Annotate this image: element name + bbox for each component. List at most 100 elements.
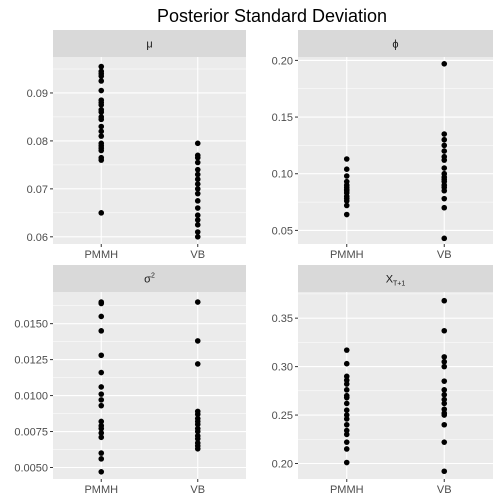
y-tick-label: 0.08: [27, 136, 48, 148]
data-point: [98, 469, 104, 475]
x-tick-label: VB: [190, 484, 205, 496]
data-point: [98, 391, 104, 397]
x-tick-label: PMMH: [330, 484, 364, 496]
x-tick-label: PMMH: [330, 249, 364, 261]
data-point: [441, 196, 447, 202]
data-point: [98, 314, 104, 320]
data-point: [441, 157, 447, 163]
data-point: [98, 384, 104, 390]
data-point: [441, 143, 447, 149]
data-point: [98, 301, 104, 307]
data-point: [98, 157, 104, 163]
y-tick-label: 0.10: [272, 169, 293, 181]
data-point: [344, 401, 350, 407]
data-point: [441, 354, 447, 360]
data-point: [98, 210, 104, 216]
data-point: [344, 439, 350, 445]
data-point: [98, 370, 104, 376]
panel-background: [298, 292, 493, 479]
data-point: [344, 432, 350, 438]
data-point: [98, 129, 104, 135]
facet-label: μ: [146, 39, 152, 51]
data-point: [98, 434, 104, 440]
data-point: [195, 212, 201, 218]
data-point: [441, 387, 447, 393]
data-point: [98, 124, 104, 130]
data-point: [195, 155, 201, 161]
y-tick-label: 0.07: [27, 184, 48, 196]
data-point: [195, 191, 201, 197]
panel-background: [53, 292, 246, 479]
y-tick-label: 0.0100: [14, 391, 48, 403]
data-point: [98, 109, 104, 115]
data-point: [98, 133, 104, 139]
data-point: [98, 352, 104, 358]
data-point: [441, 468, 447, 474]
data-point: [195, 338, 201, 344]
data-point: [344, 347, 350, 353]
data-point: [344, 407, 350, 413]
data-point: [344, 422, 350, 428]
data-point: [195, 181, 201, 187]
data-point: [98, 117, 104, 123]
data-point: [98, 328, 104, 334]
x-tick-label: PMMH: [84, 249, 118, 261]
data-point: [441, 205, 447, 211]
data-point: [195, 229, 201, 235]
y-tick-label: 0.15: [272, 112, 293, 124]
data-point: [195, 176, 201, 182]
y-tick-label: 0.06: [27, 232, 48, 244]
y-tick-label: 0.0050: [14, 462, 48, 474]
data-point: [441, 131, 447, 137]
data-point: [344, 460, 350, 466]
data-point: [344, 416, 350, 422]
y-tick-label: 0.20: [272, 55, 293, 67]
data-point: [98, 88, 104, 94]
y-tick-label: 0.20: [272, 458, 293, 470]
y-tick-label: 0.0125: [14, 355, 48, 367]
data-point: [441, 401, 447, 407]
data-point: [441, 188, 447, 194]
data-point: [441, 378, 447, 384]
data-point: [441, 298, 447, 304]
data-point: [98, 456, 104, 462]
facet-panel: XT+10.200.250.300.35PMMH VB: [272, 265, 493, 496]
chart-title: Posterior Standard Deviation: [157, 6, 387, 26]
data-point: [344, 381, 350, 387]
data-point: [195, 141, 201, 147]
data-point: [98, 450, 104, 456]
data-point: [195, 217, 201, 223]
data-point: [344, 166, 350, 172]
data-point: [344, 446, 350, 452]
data-point: [441, 137, 447, 143]
data-point: [98, 64, 104, 70]
data-point: [98, 102, 104, 108]
data-point: [195, 198, 201, 204]
y-tick-label: 0.0075: [14, 427, 48, 439]
y-tick-label: 0.0150: [14, 319, 48, 331]
x-tick-label: VB: [437, 249, 452, 261]
data-point: [441, 392, 447, 398]
panel-background: [298, 57, 493, 244]
y-tick-label: 0.30: [272, 362, 293, 374]
data-point: [195, 446, 201, 452]
y-tick-label: 0.25: [272, 410, 293, 422]
data-point: [344, 203, 350, 209]
facet-label-superscript: 2: [151, 273, 155, 280]
data-point: [441, 439, 447, 445]
x-tick-label: PMMH: [84, 484, 118, 496]
data-point: [344, 173, 350, 179]
data-point: [195, 222, 201, 228]
y-tick-label: 0.05: [272, 225, 293, 237]
data-point: [441, 364, 447, 370]
facet-panel: μ 0.06 0.07 0.08 0.09 PMMH VB: [27, 30, 246, 261]
data-point: [98, 78, 104, 84]
panel-background: [53, 57, 246, 244]
facet-strip: [298, 265, 493, 292]
data-point: [195, 361, 201, 367]
data-point: [344, 156, 350, 162]
data-point: [344, 387, 350, 393]
y-tick-label: 0.35: [272, 313, 293, 325]
data-point: [98, 403, 104, 409]
